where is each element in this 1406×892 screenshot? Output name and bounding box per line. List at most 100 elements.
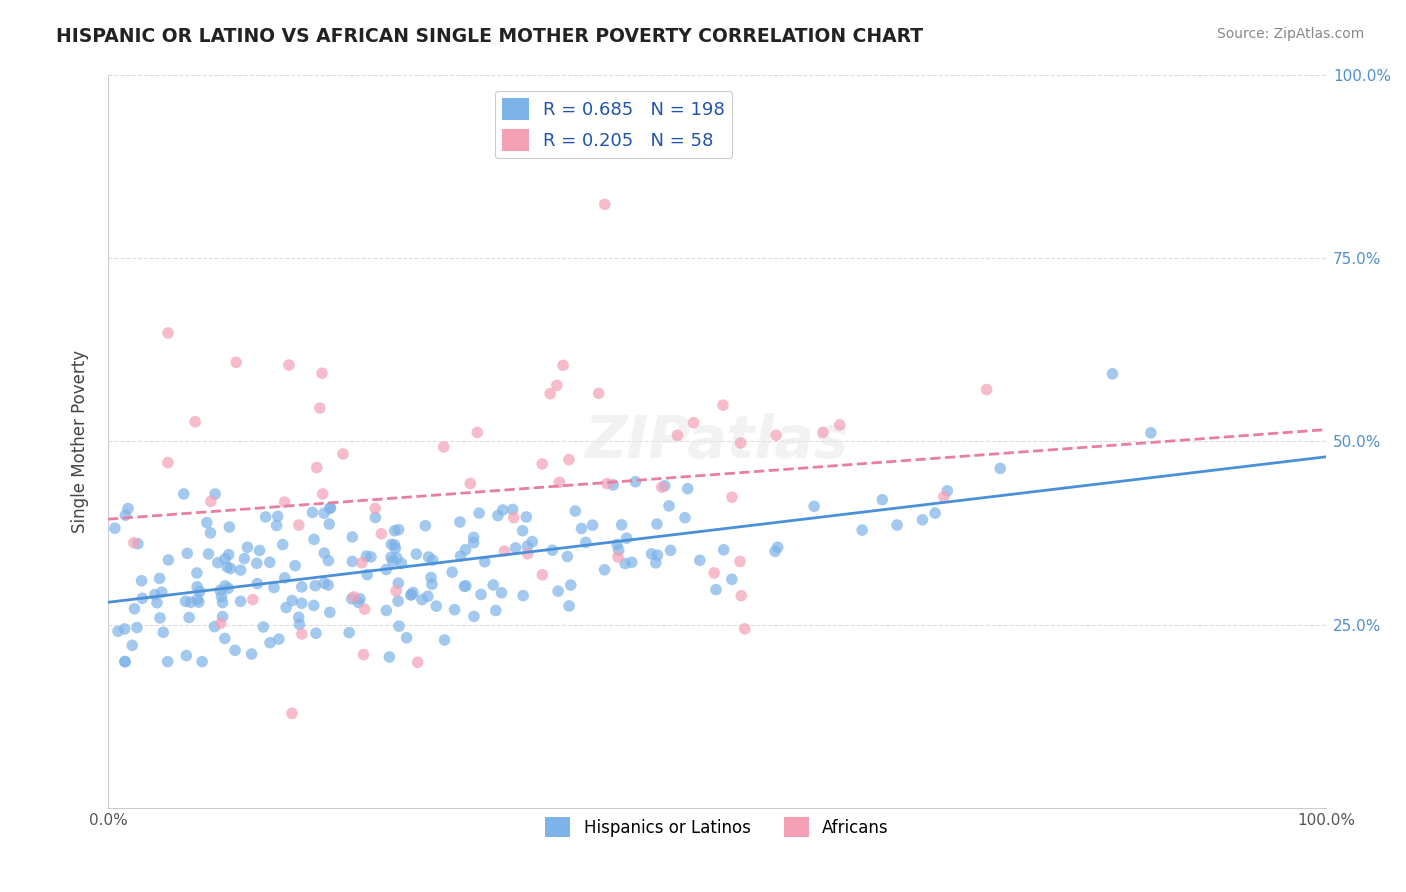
Africans (682, 416, 704, 430)
Africans (311, 366, 333, 380)
Hispanics or Latinos (319, 605, 342, 619)
Hispanics or Latinos (211, 609, 233, 624)
Africans (242, 592, 264, 607)
Hispanics or Latinos (571, 521, 593, 535)
Hispanics or Latinos (401, 588, 423, 602)
Hispanics or Latinos (252, 620, 274, 634)
Hispanics or Latinos (301, 505, 323, 519)
Hispanics or Latinos (387, 523, 409, 537)
Hispanics or Latinos (470, 587, 492, 601)
Hispanics or Latinos (486, 508, 509, 523)
Hispanics or Latinos (676, 482, 699, 496)
Hispanics or Latinos (217, 582, 239, 596)
Hispanics or Latinos (114, 508, 136, 523)
Hispanics or Latinos (266, 518, 288, 533)
Hispanics or Latinos (131, 591, 153, 606)
Africans (538, 386, 561, 401)
Hispanics or Latinos (659, 543, 682, 558)
Hispanics or Latinos (291, 596, 314, 610)
Africans (465, 425, 488, 440)
Africans (711, 398, 734, 412)
Hispanics or Latinos (188, 584, 211, 599)
Africans (156, 456, 179, 470)
Africans (332, 447, 354, 461)
Africans (811, 425, 834, 440)
Hispanics or Latinos (224, 643, 246, 657)
Africans (406, 656, 429, 670)
Hispanics or Latinos (502, 502, 524, 516)
Africans (730, 436, 752, 450)
Hispanics or Latinos (766, 541, 789, 555)
Hispanics or Latinos (214, 579, 236, 593)
Hispanics or Latinos (276, 600, 298, 615)
Hispanics or Latinos (924, 506, 946, 520)
Hispanics or Latinos (491, 586, 513, 600)
Hispanics or Latinos (304, 579, 326, 593)
Hispanics or Latinos (254, 510, 277, 524)
Hispanics or Latinos (382, 538, 405, 552)
Hispanics or Latinos (645, 516, 668, 531)
Hispanics or Latinos (575, 535, 598, 549)
Hispanics or Latinos (395, 631, 418, 645)
Hispanics or Latinos (152, 625, 174, 640)
Africans (558, 452, 581, 467)
Hispanics or Latinos (602, 478, 624, 492)
Hispanics or Latinos (342, 530, 364, 544)
Hispanics or Latinos (176, 546, 198, 560)
Africans (353, 602, 375, 616)
Africans (828, 417, 851, 432)
Hispanics or Latinos (318, 553, 340, 567)
Africans (502, 511, 524, 525)
Africans (308, 401, 330, 415)
Africans (209, 616, 232, 631)
Africans (607, 550, 630, 565)
Hispanics or Latinos (560, 578, 582, 592)
Hispanics or Latinos (127, 537, 149, 551)
Hispanics or Latinos (121, 639, 143, 653)
Hispanics or Latinos (302, 599, 325, 613)
Hispanics or Latinos (174, 594, 197, 608)
Hispanics or Latinos (385, 551, 408, 566)
Hispanics or Latinos (485, 603, 508, 617)
Hispanics or Latinos (117, 501, 139, 516)
Hispanics or Latinos (515, 510, 537, 524)
Africans (288, 518, 311, 533)
Hispanics or Latinos (433, 632, 456, 647)
Africans (546, 378, 568, 392)
Hispanics or Latinos (319, 501, 342, 516)
Africans (311, 487, 333, 501)
Hispanics or Latinos (219, 561, 242, 575)
Africans (593, 197, 616, 211)
Africans (531, 567, 554, 582)
Hispanics or Latinos (211, 590, 233, 604)
Hispanics or Latinos (607, 543, 630, 558)
Hispanics or Latinos (640, 547, 662, 561)
Hispanics or Latinos (505, 541, 527, 555)
Hispanics or Latinos (259, 636, 281, 650)
Hispanics or Latinos (482, 578, 505, 592)
Africans (278, 358, 301, 372)
Hispanics or Latinos (180, 595, 202, 609)
Hispanics or Latinos (218, 548, 240, 562)
Hispanics or Latinos (522, 534, 544, 549)
Y-axis label: Single Mother Poverty: Single Mother Poverty (72, 350, 89, 533)
Hispanics or Latinos (936, 483, 959, 498)
Hispanics or Latinos (689, 553, 711, 567)
Hispanics or Latinos (191, 655, 214, 669)
Hispanics or Latinos (624, 475, 647, 489)
Hispanics or Latinos (391, 557, 413, 571)
Hispanics or Latinos (474, 555, 496, 569)
Hispanics or Latinos (610, 517, 633, 532)
Hispanics or Latinos (207, 556, 229, 570)
Hispanics or Latinos (454, 579, 477, 593)
Hispanics or Latinos (271, 538, 294, 552)
Hispanics or Latinos (240, 647, 263, 661)
Hispanics or Latinos (387, 594, 409, 608)
Text: HISPANIC OR LATINO VS AFRICAN SINGLE MOTHER POVERTY CORRELATION CHART: HISPANIC OR LATINO VS AFRICAN SINGLE MOT… (56, 27, 924, 45)
Hispanics or Latinos (416, 589, 439, 603)
Hispanics or Latinos (541, 543, 564, 558)
Hispanics or Latinos (463, 609, 485, 624)
Hispanics or Latinos (233, 551, 256, 566)
Hispanics or Latinos (418, 549, 440, 564)
Hispanics or Latinos (214, 552, 236, 566)
